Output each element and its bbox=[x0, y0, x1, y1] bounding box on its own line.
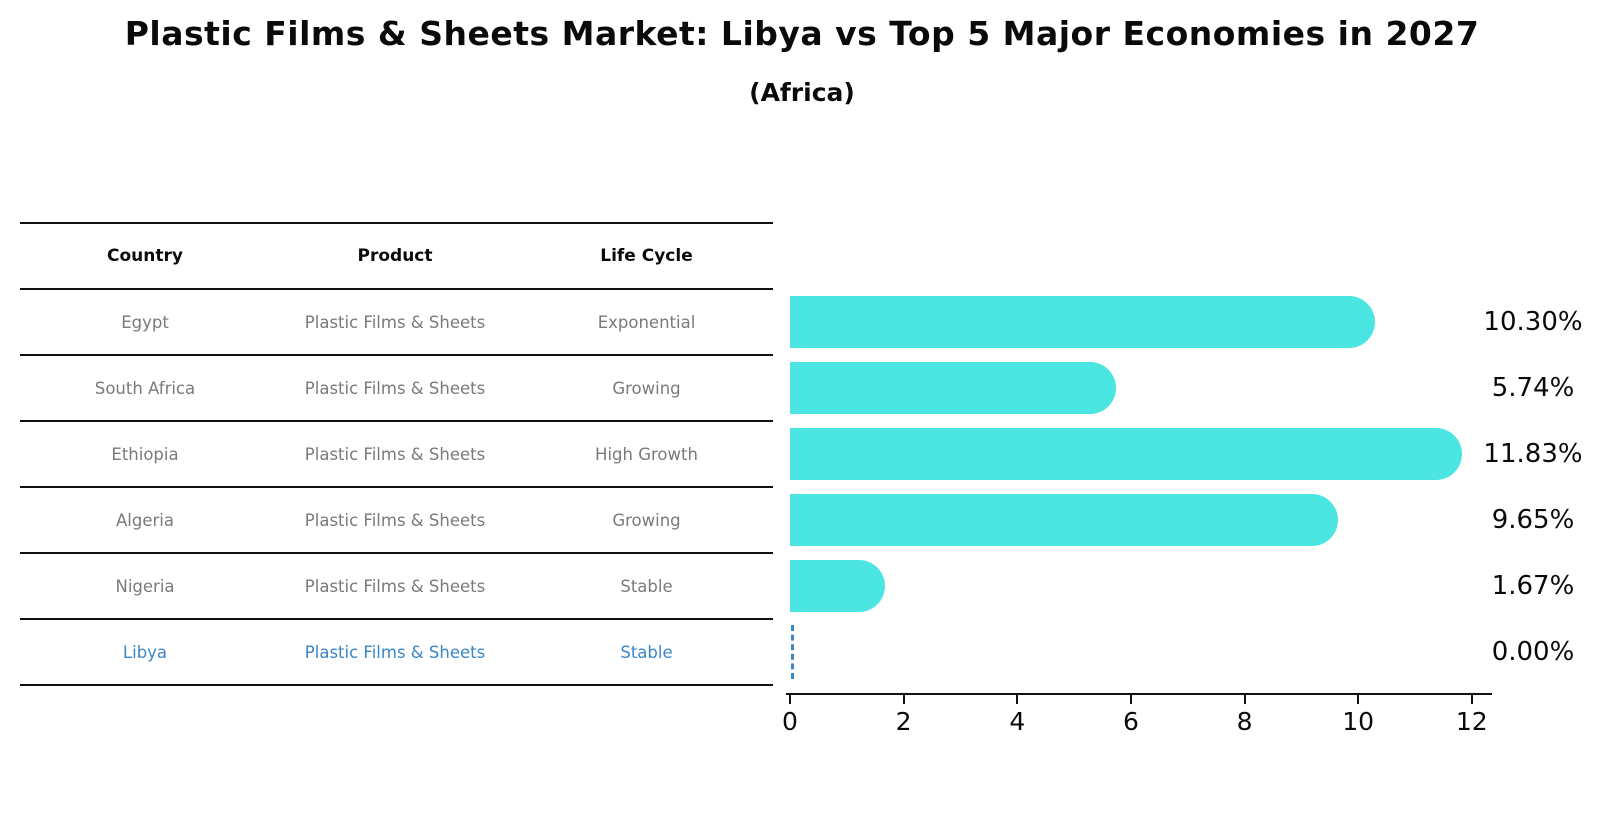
table-row: Egypt Plastic Films & Sheets Exponential bbox=[20, 290, 773, 356]
x-tick-label: 6 bbox=[1122, 707, 1139, 736]
x-tick-mark bbox=[902, 695, 905, 704]
cell-life-cycle: Stable bbox=[620, 642, 673, 662]
x-tick-mark bbox=[1243, 695, 1246, 704]
value-label-egypt: 10.30% bbox=[1483, 307, 1583, 337]
x-tick-mark bbox=[1470, 695, 1473, 704]
cell-life-cycle: Exponential bbox=[597, 312, 696, 332]
x-tick-label: 12 bbox=[1455, 707, 1488, 736]
bar-row-algeria bbox=[790, 487, 1490, 553]
table-row-libya-highlighted: Libya Plastic Films & Sheets Stable bbox=[20, 620, 773, 686]
bar-chart-plot-area bbox=[790, 289, 1490, 685]
bar-ethiopia bbox=[790, 428, 1463, 480]
bar-row-nigeria bbox=[790, 553, 1490, 619]
x-tick-mark bbox=[1357, 695, 1360, 704]
x-tick-label: 0 bbox=[782, 707, 798, 736]
bar-algeria bbox=[790, 494, 1339, 546]
value-label-ethiopia: 11.83% bbox=[1483, 439, 1583, 469]
bar-row-south-africa bbox=[790, 355, 1490, 421]
libya-zero-value-dashed-marker bbox=[791, 625, 794, 679]
x-tick-label: 4 bbox=[1009, 707, 1026, 736]
country-table: Country Product Life Cycle Egypt Plastic… bbox=[20, 222, 773, 686]
table-row: Nigeria Plastic Films & Sheets Stable bbox=[20, 554, 773, 620]
chart-subtitle: (Africa) bbox=[749, 78, 855, 107]
cell-life-cycle: High Growth bbox=[595, 444, 698, 464]
bar-row-egypt bbox=[790, 289, 1490, 355]
cell-country: Ethiopia bbox=[111, 444, 179, 464]
table-header-row: Country Product Life Cycle bbox=[20, 224, 773, 290]
value-label-libya: 0.00% bbox=[1491, 637, 1575, 667]
cell-country: Egypt bbox=[121, 312, 169, 332]
bar-row-ethiopia bbox=[790, 421, 1490, 487]
bar-egypt bbox=[790, 296, 1376, 348]
bar-south-africa bbox=[790, 362, 1117, 414]
value-label-nigeria: 1.67% bbox=[1491, 571, 1575, 601]
x-axis-line bbox=[786, 693, 1492, 695]
x-tick-mark bbox=[1016, 695, 1019, 704]
column-header-country: Country bbox=[107, 246, 183, 266]
value-label-south-africa: 5.74% bbox=[1491, 373, 1575, 403]
x-tick-mark bbox=[1129, 695, 1132, 704]
column-header-product: Product bbox=[357, 246, 433, 266]
cell-country: South Africa bbox=[94, 378, 196, 398]
cell-product: Plastic Films & Sheets bbox=[304, 378, 486, 398]
cell-product: Plastic Films & Sheets bbox=[304, 312, 486, 332]
x-tick-label: 2 bbox=[895, 707, 912, 736]
cell-product: Plastic Films & Sheets bbox=[304, 642, 486, 662]
column-header-life-cycle: Life Cycle bbox=[600, 246, 693, 266]
x-tick-label: 8 bbox=[1236, 707, 1253, 736]
chart-title: Plastic Films & Sheets Market: Libya vs … bbox=[124, 14, 1480, 53]
table-row: South Africa Plastic Films & Sheets Grow… bbox=[20, 356, 773, 422]
cell-life-cycle: Growing bbox=[612, 510, 681, 530]
cell-life-cycle: Stable bbox=[620, 576, 673, 596]
x-tick-mark bbox=[789, 695, 791, 704]
value-label-algeria: 9.65% bbox=[1491, 505, 1575, 535]
cell-life-cycle: Growing bbox=[612, 378, 681, 398]
cell-product: Plastic Films & Sheets bbox=[304, 510, 486, 530]
x-axis-ticks: 0 2 4 6 8 10 12 bbox=[782, 695, 1490, 745]
table-row: Algeria Plastic Films & Sheets Growing bbox=[20, 488, 773, 554]
table-row: Ethiopia Plastic Films & Sheets High Gro… bbox=[20, 422, 773, 488]
cell-product: Plastic Films & Sheets bbox=[304, 444, 486, 464]
bar-row-libya bbox=[790, 619, 1490, 685]
cell-country: Algeria bbox=[116, 510, 174, 530]
cell-country: Libya bbox=[122, 642, 168, 662]
x-tick-label: 10 bbox=[1342, 707, 1375, 736]
value-label-column: 10.30% 5.74% 11.83% 9.65% 1.67% 0.00% bbox=[1462, 289, 1604, 685]
bar-nigeria bbox=[790, 560, 885, 612]
cell-product: Plastic Films & Sheets bbox=[304, 576, 486, 596]
cell-country: Nigeria bbox=[115, 576, 175, 596]
